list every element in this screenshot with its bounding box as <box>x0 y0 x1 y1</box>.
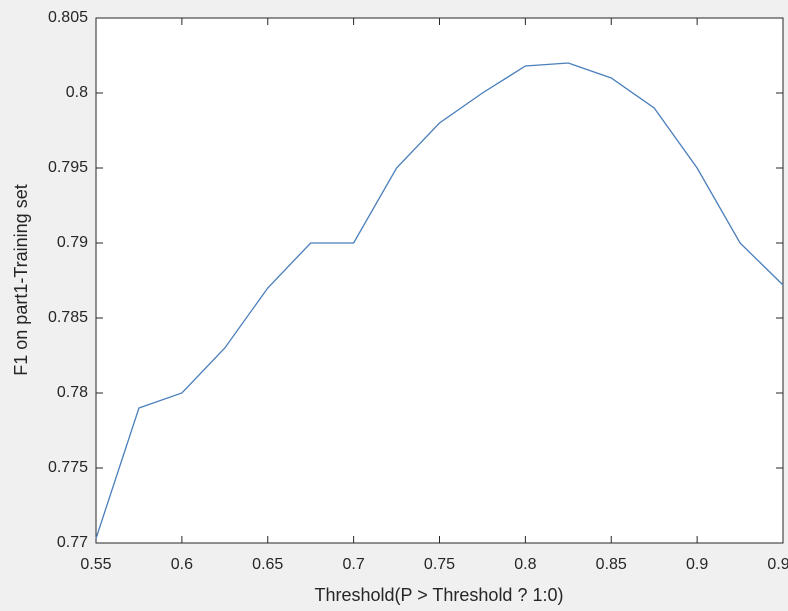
x-tick-label: 0.65 <box>252 556 283 573</box>
y-tick-label: 0.79 <box>57 234 88 251</box>
y-tick-label: 0.775 <box>48 459 88 476</box>
x-tick-label: 0.9 <box>686 556 708 573</box>
y-tick-label: 0.78 <box>57 384 88 401</box>
y-tick-label: 0.795 <box>48 159 88 176</box>
y-tick-label: 0.805 <box>48 9 88 26</box>
plot-frame <box>95 17 784 544</box>
x-tick-label: 0.7 <box>343 556 365 573</box>
x-tick-label: 0.85 <box>596 556 627 573</box>
x-axis-title: Threshold(P > Threshold ? 1:0) <box>315 585 564 605</box>
y-axis-title: F1 on part1-Training set <box>11 184 31 375</box>
data-line <box>95 62 784 539</box>
x-tick-label: 0.8 <box>514 556 536 573</box>
x-tick-label: 0.75 <box>424 556 455 573</box>
x-tick-label: 0.95 <box>767 556 788 573</box>
x-tick-label: 0.55 <box>80 556 111 573</box>
y-tick-label: 0.77 <box>57 534 88 551</box>
y-tick-label: 0.785 <box>48 309 88 326</box>
x-tick-label: 0.6 <box>171 556 193 573</box>
y-tick-label: 0.8 <box>66 84 88 101</box>
plot-area <box>96 18 783 543</box>
